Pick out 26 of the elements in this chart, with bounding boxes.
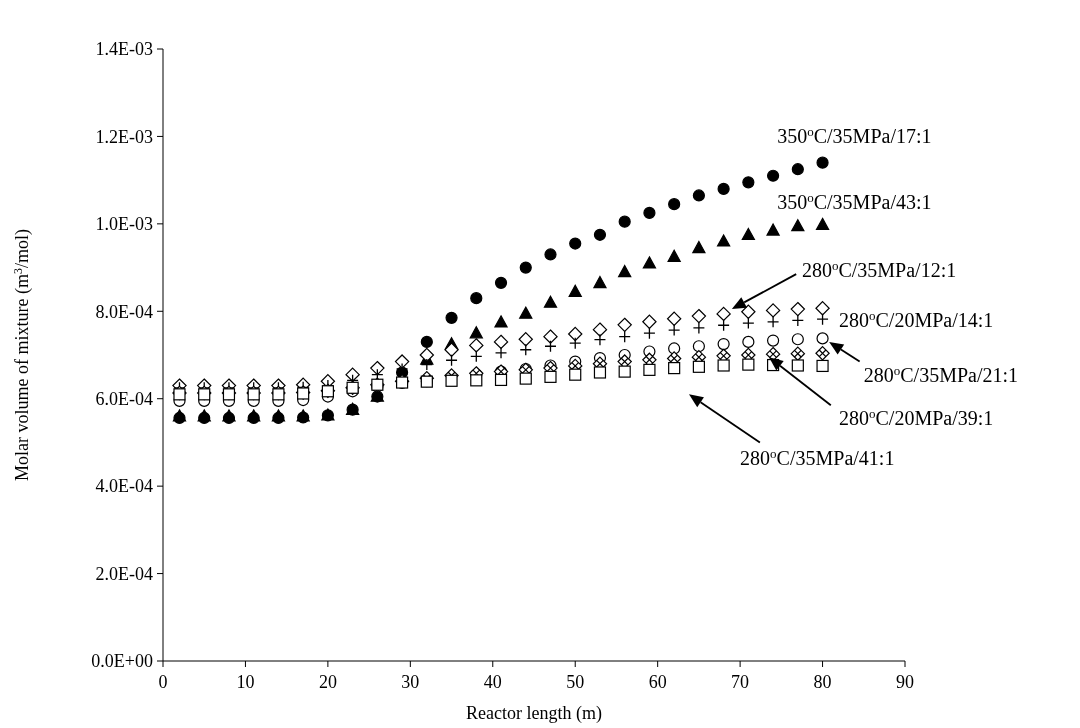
y-tick-label: 1.0E-03: [95, 214, 153, 235]
x-tick-label: 90: [896, 672, 914, 692]
series-label: 350$^{o}$C/35MPa/17:1: [777, 123, 932, 148]
x-axis-title: Reactor length (m): [466, 703, 602, 724]
y-tick-label: 8.0E-04: [95, 301, 153, 322]
y-tick-label: 0.0E+00: [91, 651, 153, 672]
x-tick-label: 20: [318, 672, 337, 692]
x-tick-label: 30: [401, 672, 420, 692]
series-label: 280$^{o}$C/20MPa/14:1: [839, 307, 994, 332]
x-tick-label: 60: [648, 672, 667, 692]
x-tick-label: 50: [566, 672, 585, 692]
legend-label: 280$^{o}$C/35MPa/41:1: [740, 445, 895, 469]
y-tick-label: 1.4E-03: [95, 39, 153, 60]
x-tick-label: 40: [483, 672, 502, 692]
y-tick-label: 6.0E-04: [95, 389, 153, 410]
y-tick-label: 2.0E-04: [95, 563, 153, 584]
x-tick-label: 10: [236, 672, 255, 692]
x-tick-label: 80: [813, 672, 832, 692]
series-label: 280$^{o}$C/35MPa/12:1: [801, 257, 957, 281]
x-tick-label: 0: [158, 672, 168, 692]
x-tick-label: 70: [731, 672, 750, 692]
y-tick-label: 1.2E-03: [95, 126, 153, 147]
legend-label: 280$^{o}$C/35MPa/21:1: [863, 362, 1019, 386]
text: 280$^{o}$C/20MPa/39:1: [839, 405, 994, 430]
y-tick-label: 4.0E-04: [95, 476, 153, 497]
series-label: 350$^{o}$C/35MPa/43:1: [777, 189, 932, 213]
